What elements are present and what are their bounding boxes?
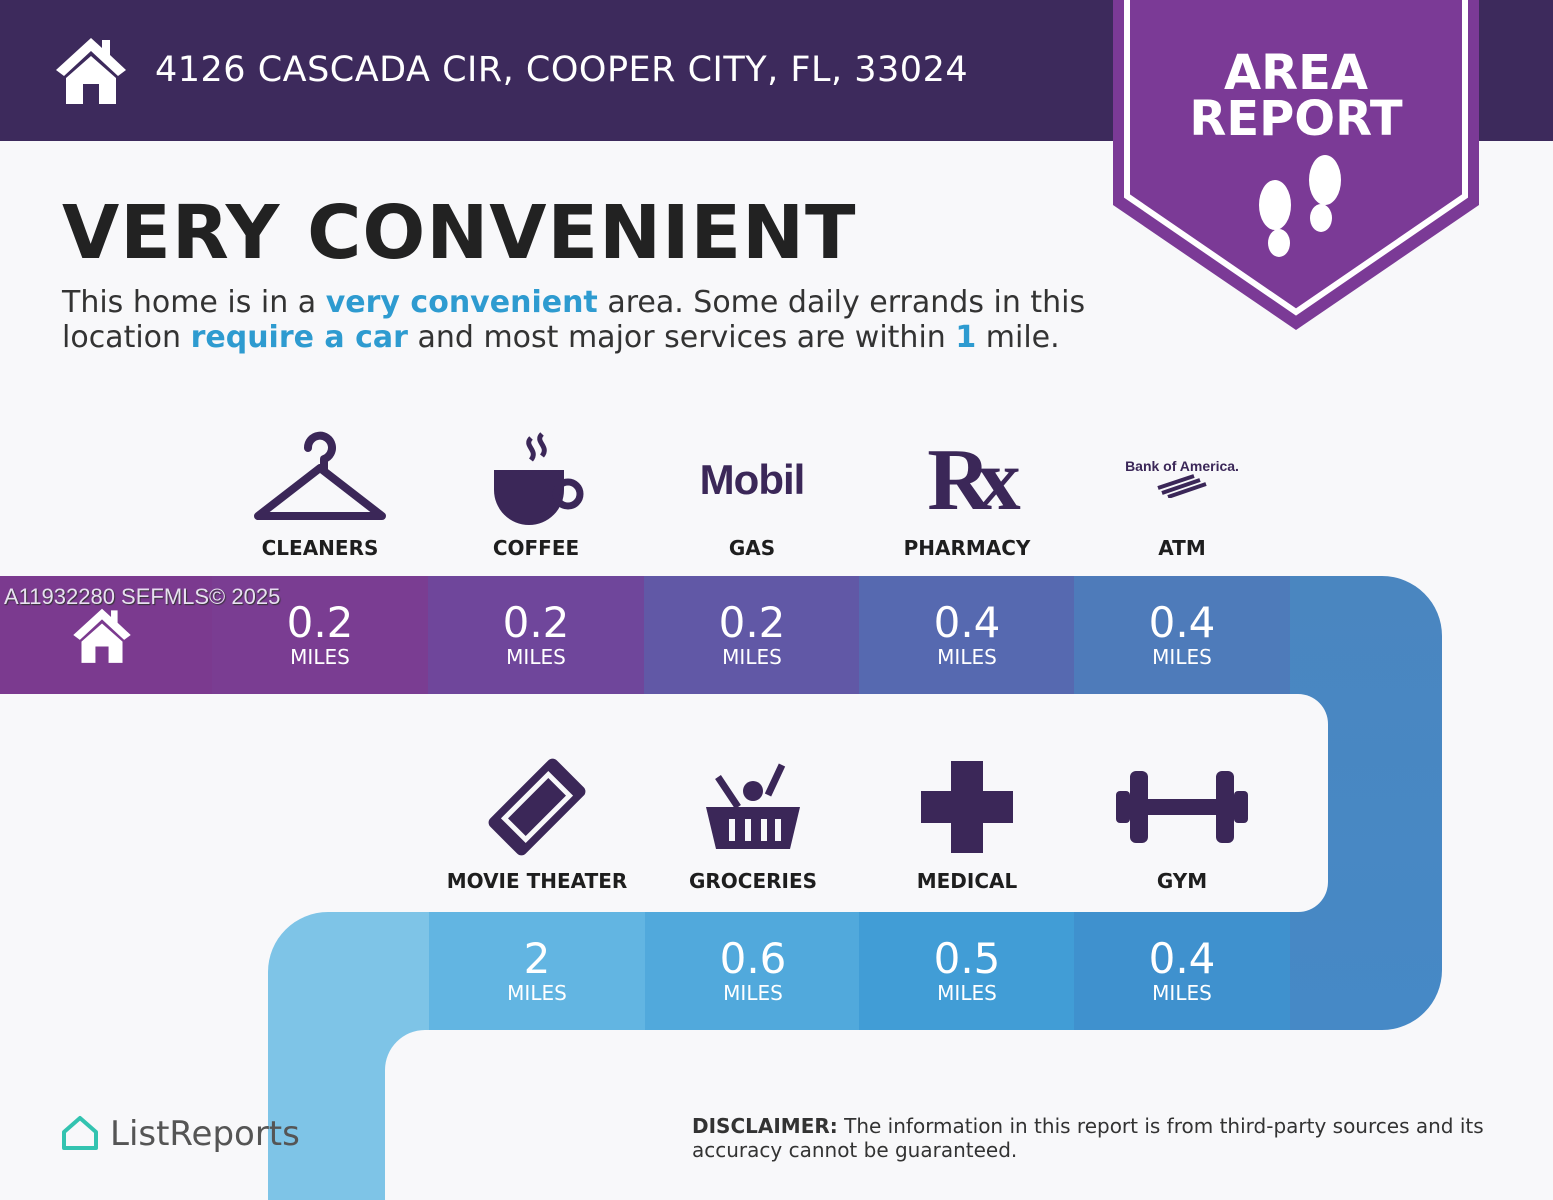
distance-unit: MILES xyxy=(507,981,567,1005)
logo-text: ListReports xyxy=(110,1114,300,1154)
category-label: PHARMACY xyxy=(903,536,1031,560)
distance-cell: 2 MILES xyxy=(429,912,645,1030)
distance-value: 0.2 xyxy=(286,598,354,647)
distance-unit: MILES xyxy=(722,645,782,669)
category-label: ATM xyxy=(1158,536,1206,560)
home-icon xyxy=(56,38,126,104)
ticket-icon xyxy=(457,752,617,862)
distance-unit: MILES xyxy=(290,645,350,669)
category-label: MOVIE THEATER xyxy=(446,869,628,893)
distance-cell: 0.6 MILES xyxy=(645,912,861,1030)
distance-value: 0.2 xyxy=(718,598,786,647)
category-label: GROCERIES xyxy=(688,869,818,893)
hanger-icon xyxy=(240,425,400,535)
distance-unit: MILES xyxy=(1152,645,1212,669)
listreports-logo-icon xyxy=(62,1116,98,1150)
distance-value: 0.2 xyxy=(502,598,570,647)
mobil-logo: Mobil xyxy=(699,456,806,503)
page-title: VERY CONVENIENT xyxy=(62,190,857,276)
badge-line1: AREA xyxy=(1223,45,1369,101)
listreports-logo: ListReports xyxy=(60,1114,300,1154)
distance-value: 0.6 xyxy=(719,934,787,983)
distance-cell: 0.2 MILES xyxy=(212,576,428,694)
distance-unit: MILES xyxy=(506,645,566,669)
distance-value: 0.4 xyxy=(1148,598,1216,647)
property-address: 4126 CASCADA CIR, COOPER CITY, FL, 33024 xyxy=(155,50,969,90)
distance-cell: 0.4 MILES xyxy=(1074,912,1290,1030)
distance-value: 0.4 xyxy=(933,598,1001,647)
medical-cross-icon xyxy=(887,752,1047,862)
footprints-icon xyxy=(1259,155,1341,257)
distance-cell: 0.4 MILES xyxy=(1074,576,1290,694)
distance-value: 0.4 xyxy=(1148,934,1216,983)
badge-line2: REPORT xyxy=(1189,91,1403,147)
rx-icon: Rx xyxy=(927,431,1020,529)
coffee-icon xyxy=(456,425,616,535)
dumbbell-icon xyxy=(1102,752,1262,862)
area-report-badge xyxy=(1113,0,1479,330)
distance-unit: MILES xyxy=(937,645,997,669)
distance-value: 2 xyxy=(523,934,551,983)
category-label: GAS xyxy=(728,536,776,560)
distance-unit: MILES xyxy=(937,981,997,1005)
description: This home is in a very convenient area. … xyxy=(62,285,1086,355)
distance-cell: 0.4 MILES xyxy=(859,576,1075,694)
category-label: COFFEE xyxy=(492,536,580,560)
bank-of-america-logo: Bank of America. xyxy=(1102,425,1262,535)
disclaimer: DISCLAIMER: The information in this repo… xyxy=(692,1114,1484,1162)
distance-unit: MILES xyxy=(1152,981,1212,1005)
distance-cell: 0.2 MILES xyxy=(644,576,860,694)
distance-cell: 0.2 MILES xyxy=(428,576,644,694)
basket-icon xyxy=(673,752,833,862)
category-label: CLEANERS xyxy=(261,536,379,560)
watermark: A11932280 SEFMLS© 2025 xyxy=(4,584,281,609)
home-icon xyxy=(73,608,131,663)
distance-unit: MILES xyxy=(723,981,783,1005)
path-cutout-bottom xyxy=(385,1030,585,1200)
category-label: GYM xyxy=(1156,869,1208,893)
category-label: MEDICAL xyxy=(916,869,1018,893)
distance-cell: 0.5 MILES xyxy=(859,912,1075,1030)
distance-value: 0.5 xyxy=(933,934,1001,983)
